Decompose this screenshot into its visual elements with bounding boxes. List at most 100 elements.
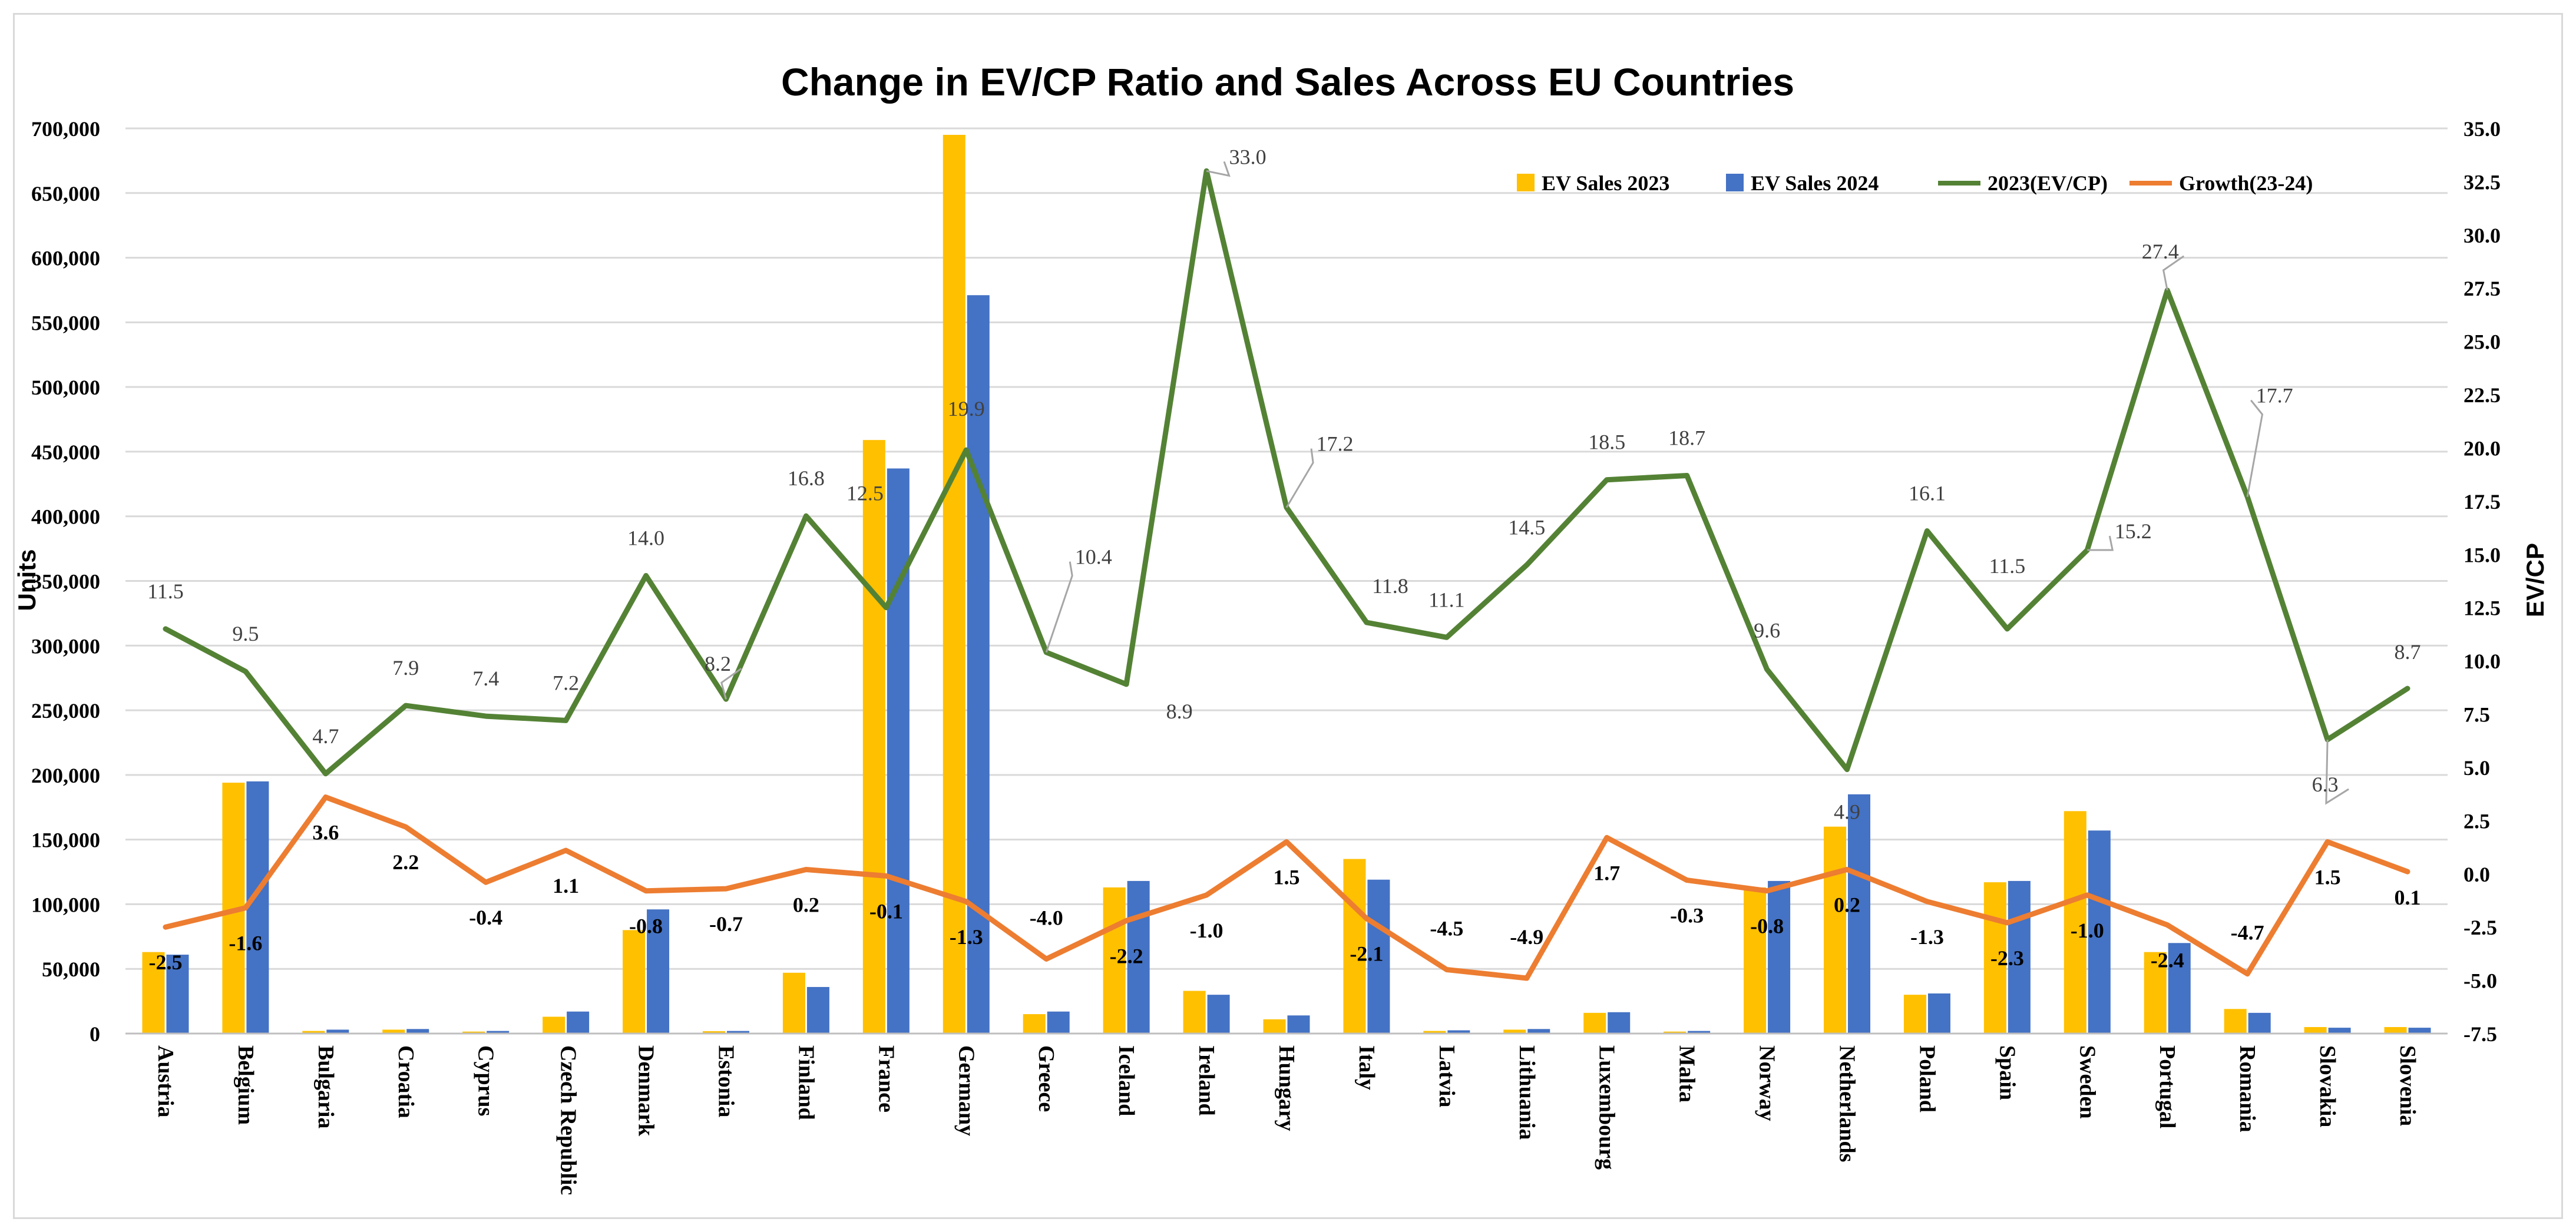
bar-2024-estonia — [726, 1031, 749, 1034]
evcp-label-portugal: 27.4 — [2142, 240, 2179, 263]
legend-label: Growth(23-24) — [2179, 171, 2313, 195]
evcp-label-bulgaria: 4.7 — [312, 724, 339, 748]
category-label: Greece — [1034, 1045, 1059, 1112]
bar-2023-slovakia — [2304, 1027, 2327, 1034]
y-tick-label: 200,000 — [31, 764, 100, 787]
bar-2024-italy — [1367, 879, 1390, 1034]
bar-2023-portugal — [2144, 952, 2167, 1034]
y2-tick-label: 32.5 — [2463, 170, 2501, 194]
bar-2023-italy — [1343, 859, 1366, 1034]
bar-2023-romania — [2224, 1009, 2247, 1034]
category-label: Sweden — [2075, 1045, 2099, 1119]
bar-2024-luxembourg — [1608, 1012, 1631, 1034]
bar-2023-cyprus — [462, 1031, 485, 1034]
leader-line — [2087, 535, 2114, 551]
bar-2024-poland — [1927, 993, 1950, 1034]
category-label: Estonia — [713, 1045, 738, 1117]
evcp-label-belgium: 9.5 — [232, 622, 259, 645]
growth-label-croatia: 2.2 — [392, 850, 419, 874]
bar-2023-hungary — [1263, 1019, 1286, 1034]
growth-label-iceland: -2.2 — [1110, 944, 1143, 968]
growth-label-netherlands: 0.2 — [1834, 893, 1860, 917]
bar-2023-lithuania — [1503, 1029, 1526, 1034]
growth-label-latvia: -4.5 — [1430, 917, 1463, 940]
evcp-label-denmark: 14.0 — [627, 526, 664, 549]
y-tick-label: 650,000 — [31, 182, 100, 206]
legend-label: 2023(EV/CP) — [1988, 171, 2108, 195]
category-label: Belgium — [233, 1045, 258, 1125]
y-tick-label: 0 — [90, 1022, 100, 1046]
evcp-label-poland: 16.1 — [1909, 482, 1946, 505]
growth-label-greece: -4.0 — [1030, 906, 1063, 929]
growth-label-denmark: -0.8 — [629, 915, 663, 938]
category-label: Hungary — [1274, 1045, 1299, 1131]
y2-tick-label: 0.0 — [2463, 863, 2490, 886]
category-label: Ireland — [1194, 1045, 1219, 1116]
evcp-label-lithuania: 14.5 — [1508, 515, 1545, 539]
bar-2024-sweden — [2088, 830, 2111, 1034]
y2-tick-label: 22.5 — [2463, 383, 2501, 407]
bar-2023-sweden — [2064, 811, 2086, 1034]
bar-2023-malta — [1664, 1031, 1687, 1034]
category-label: Norway — [1755, 1045, 1780, 1121]
evcp-label-slovakia: 6.3 — [2312, 773, 2339, 796]
category-label: Luxembourg — [1595, 1045, 1619, 1170]
y2-tick-label: 2.5 — [2463, 809, 2490, 833]
bar-2023-france — [862, 440, 885, 1034]
bar-2023-croatia — [382, 1029, 405, 1034]
category-label: Netherlands — [1835, 1045, 1860, 1162]
evcp-label-malta: 18.7 — [1668, 426, 1705, 449]
evcp-label-greece: 10.4 — [1075, 545, 1112, 569]
growth-label-malta: -0.3 — [1670, 904, 1704, 928]
growth-label-norway: -0.8 — [1750, 915, 1784, 938]
category-label: Spain — [1995, 1045, 2019, 1100]
bar-2024-hungary — [1287, 1015, 1310, 1034]
bar-2023-ireland — [1183, 991, 1206, 1034]
evcp-label-hungary: 17.2 — [1317, 432, 1354, 456]
y2-tick-label: 7.5 — [2463, 703, 2490, 727]
bar-2024-ireland — [1207, 995, 1230, 1034]
y-tick-label: 150,000 — [31, 829, 100, 852]
bar-2024-norway — [1768, 880, 1791, 1034]
bar-2023-estonia — [702, 1031, 725, 1034]
leader-line — [2246, 399, 2264, 497]
y-tick-label: 700,000 — [31, 117, 100, 141]
legend: EV Sales 2023 EV Sales 2024 2023(EV/CP) Gro… — [1517, 171, 2313, 195]
y-tick-label: 300,000 — [31, 634, 100, 658]
evcp-label-norway: 9.6 — [1754, 619, 1780, 643]
category-label: Poland — [1914, 1045, 1939, 1112]
evcp-label-latvia: 11.1 — [1428, 588, 1465, 611]
evcp-label-sweden: 15.2 — [2115, 519, 2152, 543]
growth-label-hungary: 1.5 — [1274, 866, 1300, 889]
category-label: Denmark — [634, 1045, 659, 1137]
chart-title: Change in EV/CP Ratio and Sales Across E… — [781, 60, 1794, 104]
evcp-label-spain: 11.5 — [1989, 554, 2026, 578]
y-tick-label: 550,000 — [31, 311, 100, 335]
category-label: Slovakia — [2315, 1045, 2340, 1127]
growth-label-belgium: -1.6 — [229, 932, 262, 955]
category-label: France — [874, 1045, 898, 1112]
category-label: Finland — [793, 1045, 818, 1120]
leader-line — [1206, 161, 1231, 177]
growth-label-lithuania: -4.9 — [1510, 925, 1543, 949]
category-label: Malta — [1675, 1045, 1699, 1102]
y2-tick-label: 15.0 — [2463, 543, 2501, 567]
bar-2023-spain — [1983, 882, 2006, 1034]
category-label: Slovenia — [2395, 1045, 2420, 1126]
bar-2024-greece — [1047, 1011, 1070, 1034]
bar-2024-france — [887, 468, 910, 1034]
right-axis-ticks: -7.5 -5.0 -2.5 0.0 2.5 5.0 7.5 10.0 12.5 15.0 17.5… — [2463, 117, 2501, 1046]
leader-line — [720, 667, 742, 700]
bar-2024-malta — [1688, 1031, 1711, 1034]
growth-label-italy: -2.1 — [1350, 942, 1383, 966]
bar-2024-finland — [806, 986, 829, 1034]
y-tick-label: 350,000 — [31, 570, 100, 594]
bar-2023-bulgaria — [302, 1031, 325, 1034]
bar-2024-lithuania — [1527, 1029, 1550, 1034]
bar-2023-norway — [1744, 887, 1767, 1034]
growth-label-portugal: -2.4 — [2151, 949, 2184, 972]
bar-2024-czech-republic — [567, 1011, 590, 1034]
growth-label-finland: 0.2 — [793, 893, 819, 917]
bar-2024-slovakia — [2328, 1028, 2351, 1034]
